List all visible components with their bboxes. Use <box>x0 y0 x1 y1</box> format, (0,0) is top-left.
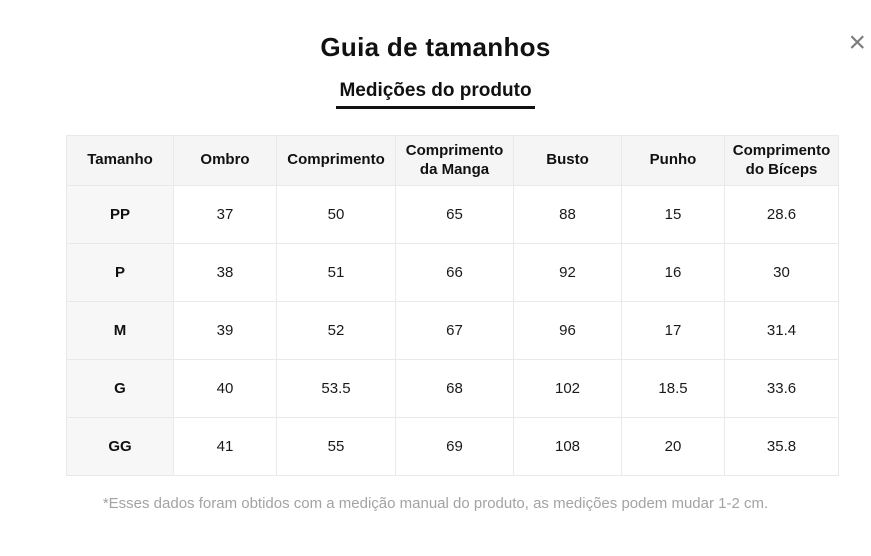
column-header: Comprimento <box>276 135 396 186</box>
measurement-cell: 39 <box>173 301 277 360</box>
measurement-footnote: *Esses dados foram obtidos com a medição… <box>102 495 769 512</box>
size-table: Tamanho Ombro Comprimento Comprimento da Ma… <box>66 135 839 476</box>
size-label: M <box>66 301 174 360</box>
size-label: P <box>66 243 174 302</box>
measurement-cell: 65 <box>395 185 514 244</box>
page-title: Guia de tamanhos <box>320 32 551 62</box>
measurement-cell: 53.5 <box>276 359 396 418</box>
measurement-cell: 50 <box>276 185 396 244</box>
measurement-cell: 51 <box>276 243 396 302</box>
measurement-cell: 28.6 <box>724 185 839 244</box>
measurement-cell: 108 <box>513 417 622 476</box>
measurement-cell: 40 <box>173 359 277 418</box>
measurement-cell: 52 <box>276 301 396 360</box>
column-header: Punho <box>621 135 725 186</box>
measurement-cell: 96 <box>513 301 622 360</box>
measurement-cell: 31.4 <box>724 301 839 360</box>
measurement-cell: 68 <box>395 359 514 418</box>
measurement-cell: 55 <box>276 417 396 476</box>
size-label: G <box>66 359 174 418</box>
measurement-cell: 67 <box>395 301 514 360</box>
measurement-cell: 37 <box>173 185 277 244</box>
measurement-cell: 41 <box>173 417 277 476</box>
table-row: G 40 53.5 68 102 18.5 33.6 <box>66 359 839 418</box>
measurement-cell: 20 <box>621 417 725 476</box>
column-header: Busto <box>513 135 622 186</box>
table-row: P 38 51 66 92 16 30 <box>66 243 839 302</box>
header-row: Tamanho Ombro Comprimento Comprimento da Ma… <box>66 135 839 186</box>
column-header: Ombro <box>173 135 277 186</box>
column-header: Comprimento do Bíceps <box>724 135 839 186</box>
subtitle-wrap: Medições do produto <box>0 80 871 109</box>
table-row: M 39 52 67 96 17 31.4 <box>66 301 839 360</box>
column-header: Tamanho <box>66 135 174 186</box>
measurement-cell: 88 <box>513 185 622 244</box>
size-table-head: Tamanho Ombro Comprimento Comprimento da Ma… <box>66 135 839 186</box>
measurement-cell: 16 <box>621 243 725 302</box>
measurement-cell: 102 <box>513 359 622 418</box>
measurement-cell: 33.6 <box>724 359 839 418</box>
section-subtitle: Medições do produto <box>336 80 535 109</box>
size-label: GG <box>66 417 174 476</box>
measurement-cell: 66 <box>395 243 514 302</box>
close-icon[interactable]: × <box>848 26 866 59</box>
table-row: GG 41 55 69 108 20 35.8 <box>66 417 839 476</box>
measurement-cell: 35.8 <box>724 417 839 476</box>
measurement-cell: 17 <box>621 301 725 360</box>
measurement-cell: 15 <box>621 185 725 244</box>
measurement-cell: 30 <box>724 243 839 302</box>
measurement-cell: 38 <box>173 243 277 302</box>
measurement-cell: 92 <box>513 243 622 302</box>
size-label: PP <box>66 185 174 244</box>
measurement-cell: 18.5 <box>621 359 725 418</box>
size-table-body: PP 37 50 65 88 15 28.6 P 38 51 66 92 16 30 M 39 52 67 96 17… <box>66 185 839 476</box>
column-header: Comprimento da Manga <box>395 135 514 186</box>
table-row: PP 37 50 65 88 15 28.6 <box>66 185 839 244</box>
measurement-cell: 69 <box>395 417 514 476</box>
